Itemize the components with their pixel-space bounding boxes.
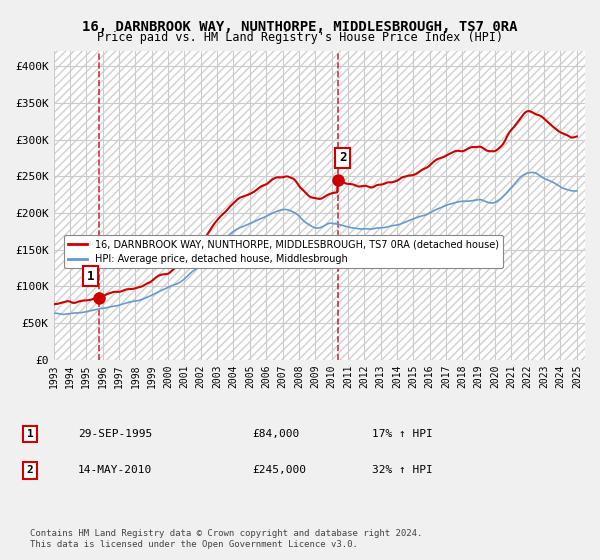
Text: Contains HM Land Registry data © Crown copyright and database right 2024.
This d: Contains HM Land Registry data © Crown c… (30, 529, 422, 549)
Text: 14-MAY-2010: 14-MAY-2010 (78, 465, 152, 475)
Text: 1: 1 (86, 269, 94, 283)
Text: 16, DARNBROOK WAY, NUNTHORPE, MIDDLESBROUGH, TS7 0RA: 16, DARNBROOK WAY, NUNTHORPE, MIDDLESBRO… (82, 20, 518, 34)
Text: 29-SEP-1995: 29-SEP-1995 (78, 429, 152, 439)
Text: £245,000: £245,000 (252, 465, 306, 475)
Text: 32% ↑ HPI: 32% ↑ HPI (372, 465, 433, 475)
Legend: 16, DARNBROOK WAY, NUNTHORPE, MIDDLESBROUGH, TS7 0RA (detached house), HPI: Aver: 16, DARNBROOK WAY, NUNTHORPE, MIDDLESBRO… (64, 235, 503, 268)
Text: 17% ↑ HPI: 17% ↑ HPI (372, 429, 433, 439)
Text: 1: 1 (26, 429, 34, 439)
Text: 2: 2 (26, 465, 34, 475)
Text: Price paid vs. HM Land Registry's House Price Index (HPI): Price paid vs. HM Land Registry's House … (97, 31, 503, 44)
Text: £84,000: £84,000 (252, 429, 299, 439)
Text: 2: 2 (339, 151, 346, 165)
